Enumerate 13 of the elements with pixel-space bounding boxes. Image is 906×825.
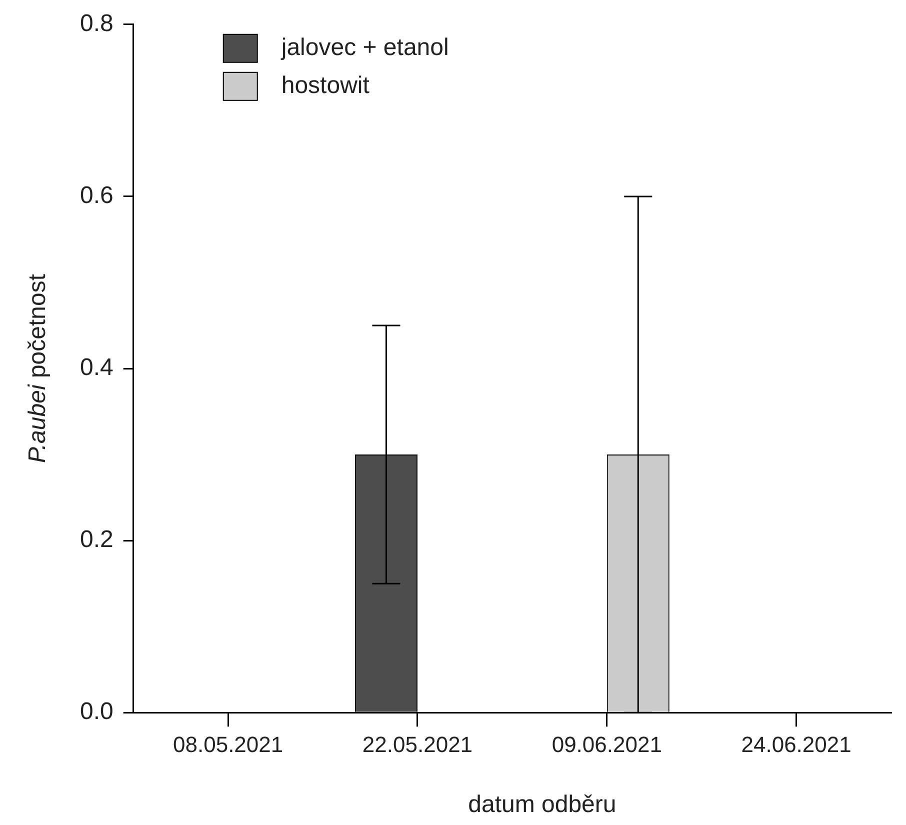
y-tick-label: 0.2 — [80, 526, 114, 554]
legend-label: jalovec + etanol — [280, 34, 449, 62]
legend-label: hostowit — [281, 72, 370, 100]
y-tick-label: 0.8 — [80, 10, 114, 38]
y-tick-label: 0.0 — [80, 698, 114, 726]
x-tick-label: 08.05.2021 — [173, 732, 284, 757]
x-tick-label: 24.06.2021 — [741, 732, 852, 757]
x-tick-label: 22.05.2021 — [362, 732, 473, 757]
y-tick-label: 0.6 — [80, 182, 114, 210]
x-axis-title: datum odběru — [468, 791, 616, 818]
x-tick-label: 09.06.2021 — [552, 732, 662, 757]
y-axis-title: P.aubei početnost — [24, 274, 51, 464]
y-tick-label: 0.4 — [80, 354, 114, 382]
